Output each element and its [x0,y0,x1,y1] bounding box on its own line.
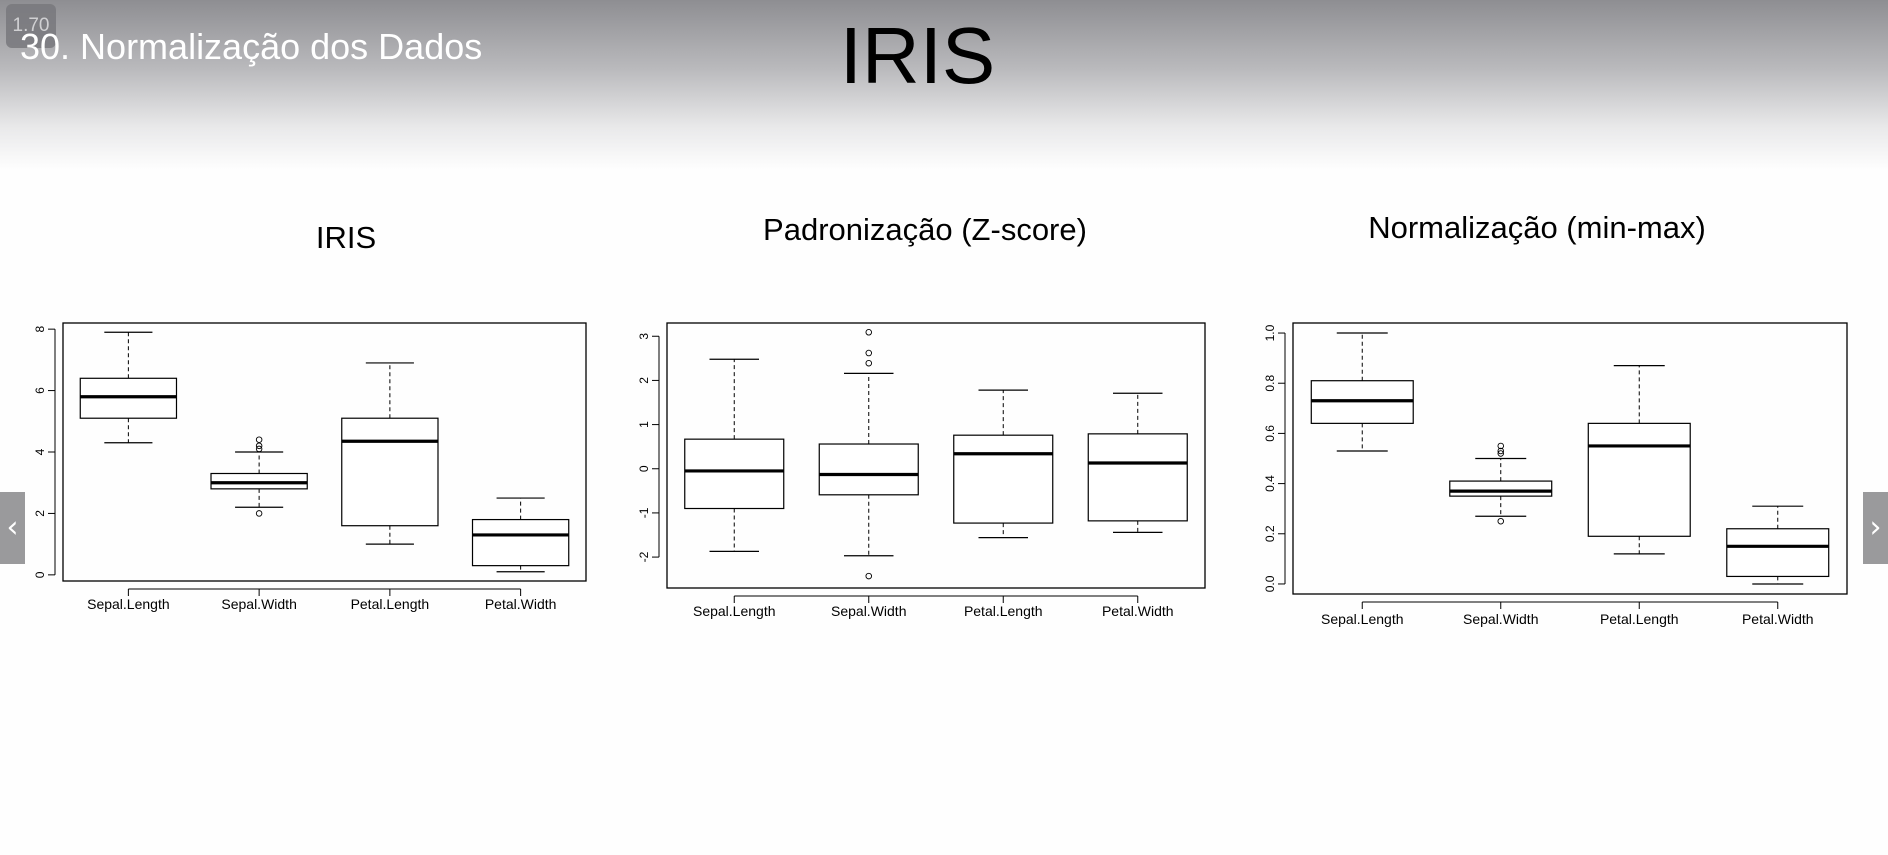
x-tick-label: Sepal.Length [693,603,776,619]
slide-header-band [0,0,1888,170]
chart-title: Padronização (Z-score) [763,212,1087,247]
chevron-right-icon: › [1869,510,1882,545]
outlier-point [865,572,873,580]
x-tick-label: Petal.Length [964,603,1043,619]
chart-title: Normalização (min-max) [1368,210,1706,245]
iqr-box [953,434,1054,524]
outlier-point [865,329,873,336]
outlier-point [1497,450,1504,457]
y-tick-label: 0 [33,571,47,578]
x-tick-label: Sepal.Width [1463,611,1538,627]
y-tick-label: 0.2 [1263,525,1277,542]
y-tick-label: -1 [637,507,651,518]
y-tick-label: 6 [33,387,47,394]
plot-frame [1292,322,1848,595]
y-tick-label: -2 [637,551,651,562]
iqr-box [471,518,570,567]
y-tick-label: 2 [637,377,651,384]
outlier-point [865,349,873,357]
outlier-point [1497,517,1504,525]
x-tick-label: Petal.Length [1600,611,1679,627]
previous-slide-button[interactable]: ‹ [0,492,25,564]
x-tick-label: Petal.Width [485,596,557,612]
outlier-point [255,436,263,443]
iqr-box [1449,480,1553,497]
chevron-left-icon: ‹ [6,510,19,545]
x-tick-label: Sepal.Length [87,596,170,612]
chart-title: IRIS [316,220,376,255]
y-tick-label: 1.0 [1263,324,1277,341]
x-tick-label: Sepal.Length [1321,611,1404,627]
outlier-point [865,359,873,367]
plot-frame [666,322,1206,589]
iqr-box [1726,528,1830,578]
y-tick-label: 0.0 [1263,575,1277,592]
y-tick-label: 1 [637,421,651,428]
iqr-box [1087,433,1188,522]
zoom-level-badge[interactable]: 1.70 [6,4,56,48]
next-slide-button[interactable]: › [1863,492,1888,564]
y-tick-label: 0.8 [1263,375,1277,392]
x-tick-label: Petal.Width [1102,603,1174,619]
outlier-point [1497,447,1504,455]
iqr-box [341,417,439,527]
outlier-point [255,442,263,450]
y-tick-label: 0 [637,465,651,472]
x-tick-label: Petal.Length [351,596,430,612]
iqr-box [684,438,785,510]
y-tick-label: 4 [33,448,47,455]
y-tick-label: 2 [33,510,47,517]
x-tick-label: Sepal.Width [831,603,906,619]
slide-label: 30. Normalização dos Dados [20,26,483,67]
outlier-point [1497,442,1504,450]
outlier-point [255,445,263,453]
y-tick-label: 0.6 [1263,425,1277,442]
x-tick-label: Sepal.Width [221,596,296,612]
y-tick-label: 8 [33,325,47,332]
iqr-box [1587,422,1691,537]
slide-title: IRIS [839,11,996,100]
plot-frame [62,322,587,582]
y-tick-label: 3 [637,333,651,340]
iqr-box [818,443,919,496]
y-tick-label: 0.4 [1263,475,1277,492]
outlier-point [255,510,263,517]
x-tick-label: Petal.Width [1742,611,1814,627]
